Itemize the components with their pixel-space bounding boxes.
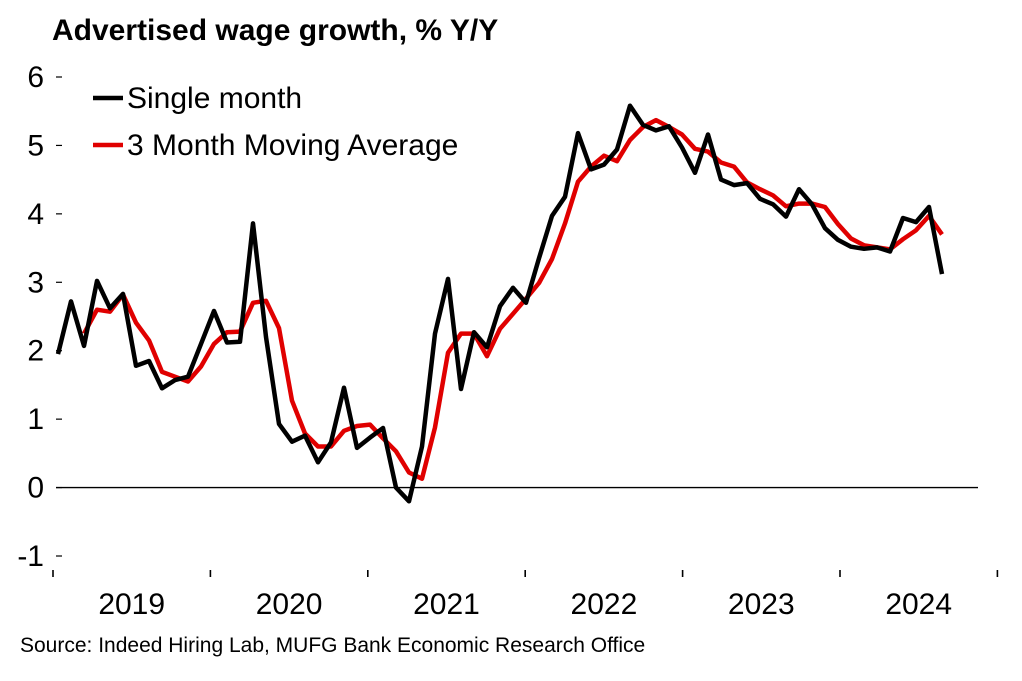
x-tick-label: 2020 [256,588,323,621]
x-tick-label: 2021 [413,588,480,621]
x-tick-label: 2022 [571,588,638,621]
y-tick-label: 3 [27,266,44,299]
x-tick-label: 2023 [728,588,795,621]
legend: Single month 3 Month Moving Average [93,82,458,162]
x-axis: 2019 2020 2021 2022 2023 2024 [52,486,999,621]
y-tick-label: 0 [27,472,44,505]
series-lines [55,103,945,504]
chart-title: Advertised wage growth, % Y/Y [52,14,499,47]
y-axis: -1 0 1 2 3 4 5 6 [17,61,62,573]
series-line-single-month [55,103,945,504]
x-tick-label: 2019 [98,588,165,621]
x-tick-label: 2024 [885,588,952,621]
y-tick-label: 5 [27,129,44,162]
legend-label-moving-average: 3 Month Moving Average [127,129,458,162]
y-tick-label: 1 [27,403,44,436]
series-line-moving-average [82,117,944,481]
y-tick-label: -1 [17,540,44,573]
source-note: Source: Indeed Hiring Lab, MUFG Bank Eco… [20,634,646,657]
legend-label-single-month: Single month [127,82,302,115]
y-tick-label: 6 [27,61,44,94]
y-tick-label: 2 [27,335,44,368]
y-tick-label: 4 [27,198,44,231]
